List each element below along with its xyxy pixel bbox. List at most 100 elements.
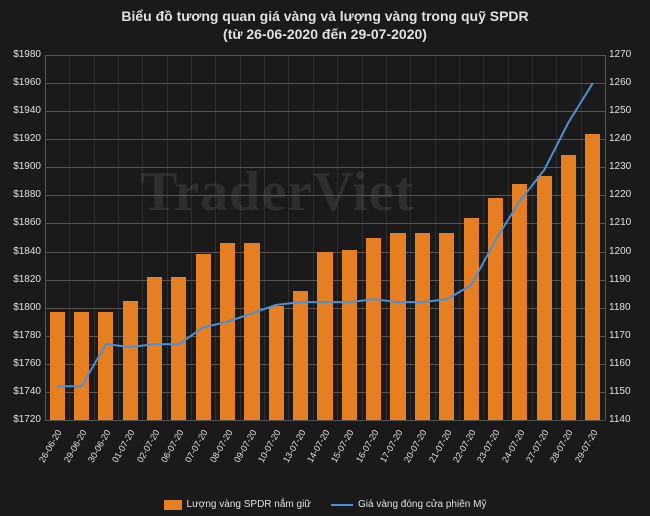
bar	[415, 233, 430, 420]
x-tick: 08-07-20	[208, 428, 235, 464]
y-right-tick: 1140	[609, 414, 647, 425]
gridline-v	[435, 55, 436, 420]
gridline-h	[45, 55, 605, 56]
gridline-v	[215, 55, 216, 420]
gridline-h	[45, 139, 605, 140]
y-left-tick: $1880	[3, 189, 41, 200]
y-right-tick: 1170	[609, 330, 647, 341]
gridline-v	[313, 55, 314, 420]
gridline-v	[337, 55, 338, 420]
y-left-tick: $1940	[3, 105, 41, 116]
bar	[537, 176, 552, 420]
bar	[171, 277, 186, 420]
x-tick: 13-07-20	[281, 428, 308, 464]
y-right-tick: 1260	[609, 77, 647, 88]
gridline-v	[264, 55, 265, 420]
gridline-v	[459, 55, 460, 420]
y-left-tick: $1720	[3, 414, 41, 425]
y-left-tick: $1800	[3, 302, 41, 313]
y-right-tick: 1230	[609, 161, 647, 172]
bar	[342, 250, 357, 420]
gridline-h	[45, 167, 605, 168]
x-tick: 07-07-20	[183, 428, 210, 464]
x-tick: 29-06-20	[62, 428, 89, 464]
x-tick: 02-07-20	[135, 428, 162, 464]
bar	[123, 301, 138, 420]
x-tick: 29-07-20	[573, 428, 600, 464]
bar	[220, 243, 235, 420]
y-left-tick: $1840	[3, 246, 41, 257]
x-tick: 30-06-20	[86, 428, 113, 464]
gridline-v	[69, 55, 70, 420]
x-tick: 23-07-20	[475, 428, 502, 464]
gridline-v	[483, 55, 484, 420]
gridline-v	[240, 55, 241, 420]
legend-bar: Lượng vàng SPDR nắm giữ	[164, 499, 311, 510]
gridline-v	[508, 55, 509, 420]
bar	[293, 291, 308, 420]
bar	[439, 233, 454, 420]
y-right-tick: 1210	[609, 217, 647, 228]
legend-bar-swatch	[164, 500, 182, 510]
bar	[269, 306, 284, 420]
y-left-tick: $1900	[3, 161, 41, 172]
gridline-h	[45, 83, 605, 84]
y-left-tick: $1820	[3, 274, 41, 285]
y-right-tick: 1190	[609, 274, 647, 285]
y-left-tick: $1740	[3, 386, 41, 397]
x-tick: 06-07-20	[159, 428, 186, 464]
x-tick: 09-07-20	[232, 428, 259, 464]
gridline-v	[556, 55, 557, 420]
gridline-v	[410, 55, 411, 420]
bar	[50, 312, 65, 420]
y-left-tick: $1960	[3, 77, 41, 88]
legend-bar-label: Lượng vàng SPDR nắm giữ	[187, 499, 311, 510]
gridline-v	[386, 55, 387, 420]
bar	[98, 312, 113, 420]
gridline-v	[94, 55, 95, 420]
y-right-tick: 1200	[609, 246, 647, 257]
legend-line: Giá vàng đóng cửa phiên Mỹ	[331, 499, 486, 510]
x-tick: 15-07-20	[329, 428, 356, 464]
bar	[512, 184, 527, 420]
y-right-tick: 1180	[609, 302, 647, 313]
gridline-v	[191, 55, 192, 420]
x-tick: 10-07-20	[256, 428, 283, 464]
gridline-v	[532, 55, 533, 420]
y-right-tick: 1270	[609, 49, 647, 60]
gridline-v	[288, 55, 289, 420]
bar	[74, 312, 89, 420]
x-tick: 26-06-20	[37, 428, 64, 464]
bar	[464, 218, 479, 420]
bar	[244, 243, 259, 420]
bar	[366, 238, 381, 421]
x-tick: 21-07-20	[427, 428, 454, 464]
y-right-tick: 1220	[609, 189, 647, 200]
bar	[561, 155, 576, 420]
gridline-h	[45, 111, 605, 112]
x-tick: 01-07-20	[110, 428, 137, 464]
bar	[147, 277, 162, 420]
x-tick: 16-07-20	[354, 428, 381, 464]
bar	[488, 198, 503, 420]
y-right-tick: 1160	[609, 358, 647, 369]
bar	[317, 252, 332, 420]
y-right-tick: 1240	[609, 133, 647, 144]
bar	[196, 254, 211, 420]
chart-title-line1: Biểu đồ tương quan giá vàng và lượng vàn…	[0, 8, 650, 24]
x-tick: 14-07-20	[305, 428, 332, 464]
gridline-v	[118, 55, 119, 420]
y-left-tick: $1920	[3, 133, 41, 144]
legend-line-swatch	[331, 504, 353, 506]
x-tick: 28-07-20	[548, 428, 575, 464]
bar	[390, 233, 405, 420]
y-left-tick: $1780	[3, 330, 41, 341]
x-tick: 20-07-20	[402, 428, 429, 464]
legend-line-label: Giá vàng đóng cửa phiên Mỹ	[358, 499, 486, 510]
legend: Lượng vàng SPDR nắm giữ Giá vàng đóng cử…	[0, 499, 650, 510]
y-right-tick: 1150	[609, 386, 647, 397]
gridline-v	[45, 55, 46, 420]
y-left-tick: $1980	[3, 49, 41, 60]
x-tick: 24-07-20	[500, 428, 527, 464]
chart-title-line2: (từ 26-06-2020 đến 29-07-2020)	[0, 26, 650, 42]
